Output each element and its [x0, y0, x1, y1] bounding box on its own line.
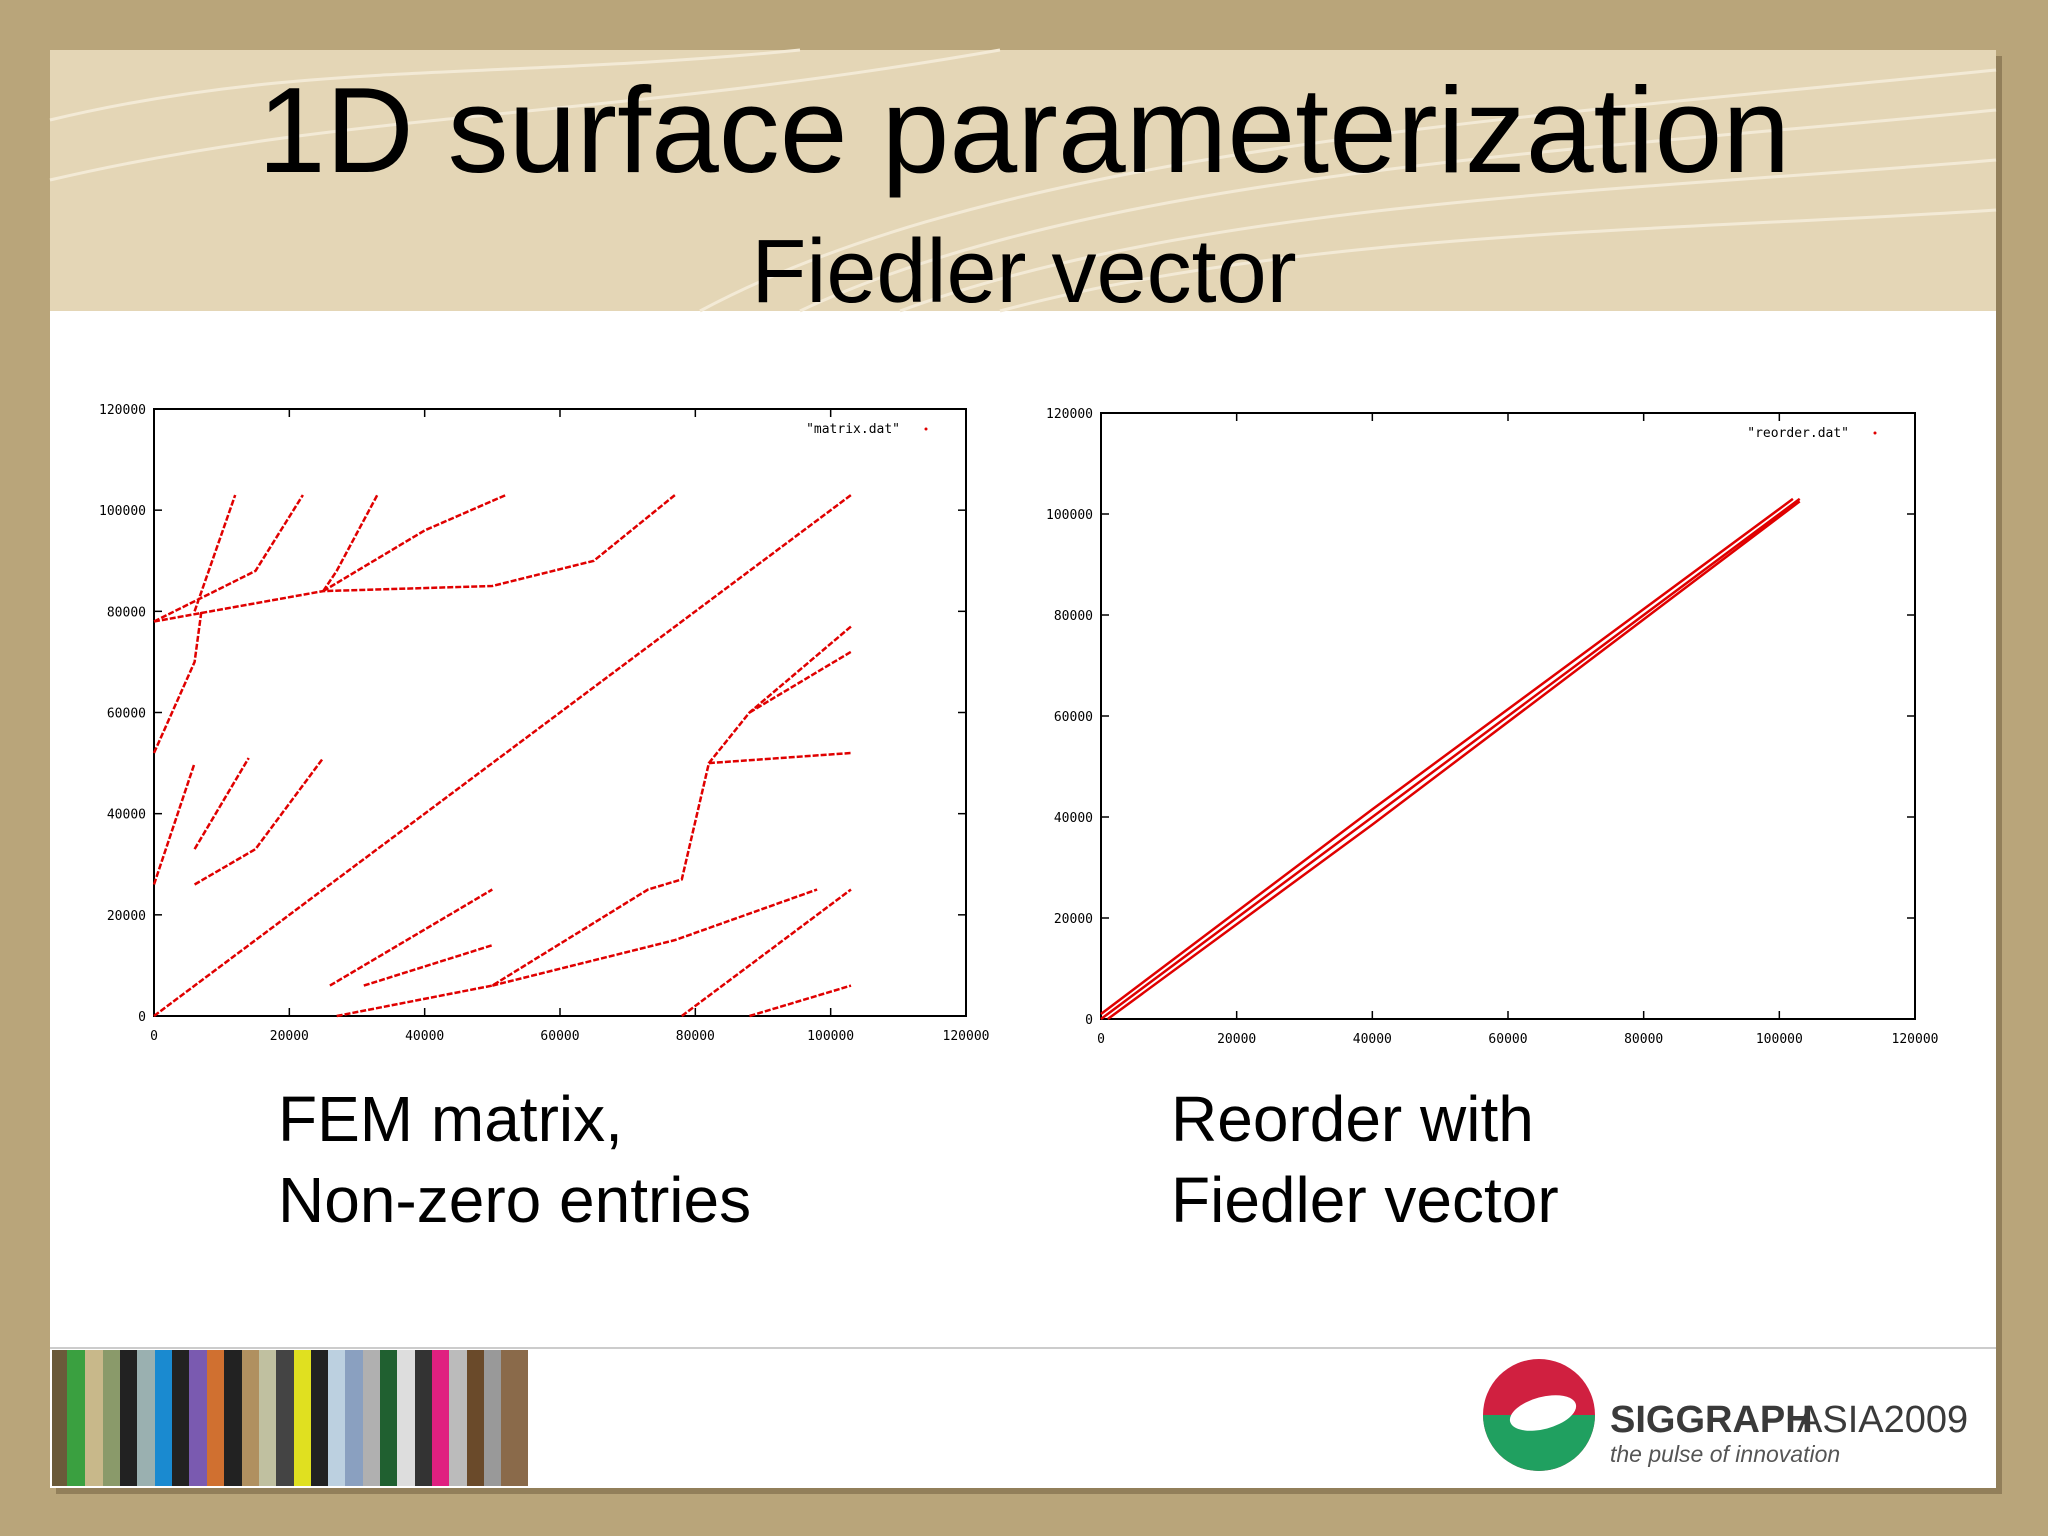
photo-strip — [52, 1350, 528, 1486]
x-tick-label: 60000 — [540, 1029, 579, 1044]
x-tick-label: 120000 — [1892, 1032, 1939, 1047]
caption: FEM matrix, — [278, 1083, 623, 1155]
legend-label: "matrix.dat" — [806, 422, 900, 437]
data-line — [1100, 497, 1801, 1021]
legend-label: "reorder.dat" — [1747, 426, 1849, 441]
x-tick-label: 120000 — [943, 1029, 990, 1044]
logo-suffix: ASIA2009 — [1797, 1399, 1968, 1441]
title-band — [50, 50, 1996, 311]
x-tick-label: 60000 — [1488, 1032, 1527, 1047]
y-tick-label: 0 — [1085, 1013, 1093, 1028]
slide-title: 1D surface parameterization — [258, 62, 1791, 198]
y-tick-label: 80000 — [107, 605, 146, 620]
y-tick-label: 60000 — [107, 707, 146, 722]
x-tick-label: 80000 — [1624, 1032, 1663, 1047]
legend-marker — [924, 427, 928, 431]
data-line — [152, 493, 852, 1018]
x-tick-label: 20000 — [270, 1029, 309, 1044]
y-tick-label: 20000 — [1054, 912, 1093, 927]
x-tick-label: 100000 — [807, 1029, 854, 1044]
y-tick-label: 80000 — [1054, 609, 1093, 624]
caption: Reorder with — [1171, 1083, 1534, 1155]
y-tick-label: 0 — [138, 1010, 146, 1025]
x-tick-label: 100000 — [1756, 1032, 1803, 1047]
x-tick-label: 40000 — [405, 1029, 444, 1044]
wave-pattern — [49, 48, 1997, 313]
x-tick-label: 80000 — [676, 1029, 715, 1044]
caption: Non-zero entries — [278, 1164, 751, 1236]
caption: Fiedler vector — [1171, 1164, 1559, 1236]
x-tick-label: 0 — [1097, 1032, 1105, 1047]
logo-tagline: the pulse of innovation — [1610, 1441, 1840, 1467]
y-tick-label: 120000 — [99, 403, 146, 418]
x-tick-label: 20000 — [1217, 1032, 1256, 1047]
legend-marker — [1873, 431, 1877, 435]
x-tick-label: 0 — [150, 1029, 158, 1044]
logo-mark — [1483, 1359, 1595, 1471]
y-tick-label: 100000 — [99, 504, 146, 519]
y-tick-label: 40000 — [107, 808, 146, 823]
slide-subtitle: Fiedler vector — [751, 222, 1296, 322]
y-tick-label: 20000 — [107, 909, 146, 924]
x-tick-label: 40000 — [1353, 1032, 1392, 1047]
y-tick-label: 100000 — [1046, 508, 1093, 523]
logo-name: SIGGRAPH — [1610, 1399, 1813, 1441]
y-tick-label: 60000 — [1054, 710, 1093, 725]
y-tick-label: 120000 — [1046, 407, 1093, 422]
y-tick-label: 40000 — [1054, 811, 1093, 826]
